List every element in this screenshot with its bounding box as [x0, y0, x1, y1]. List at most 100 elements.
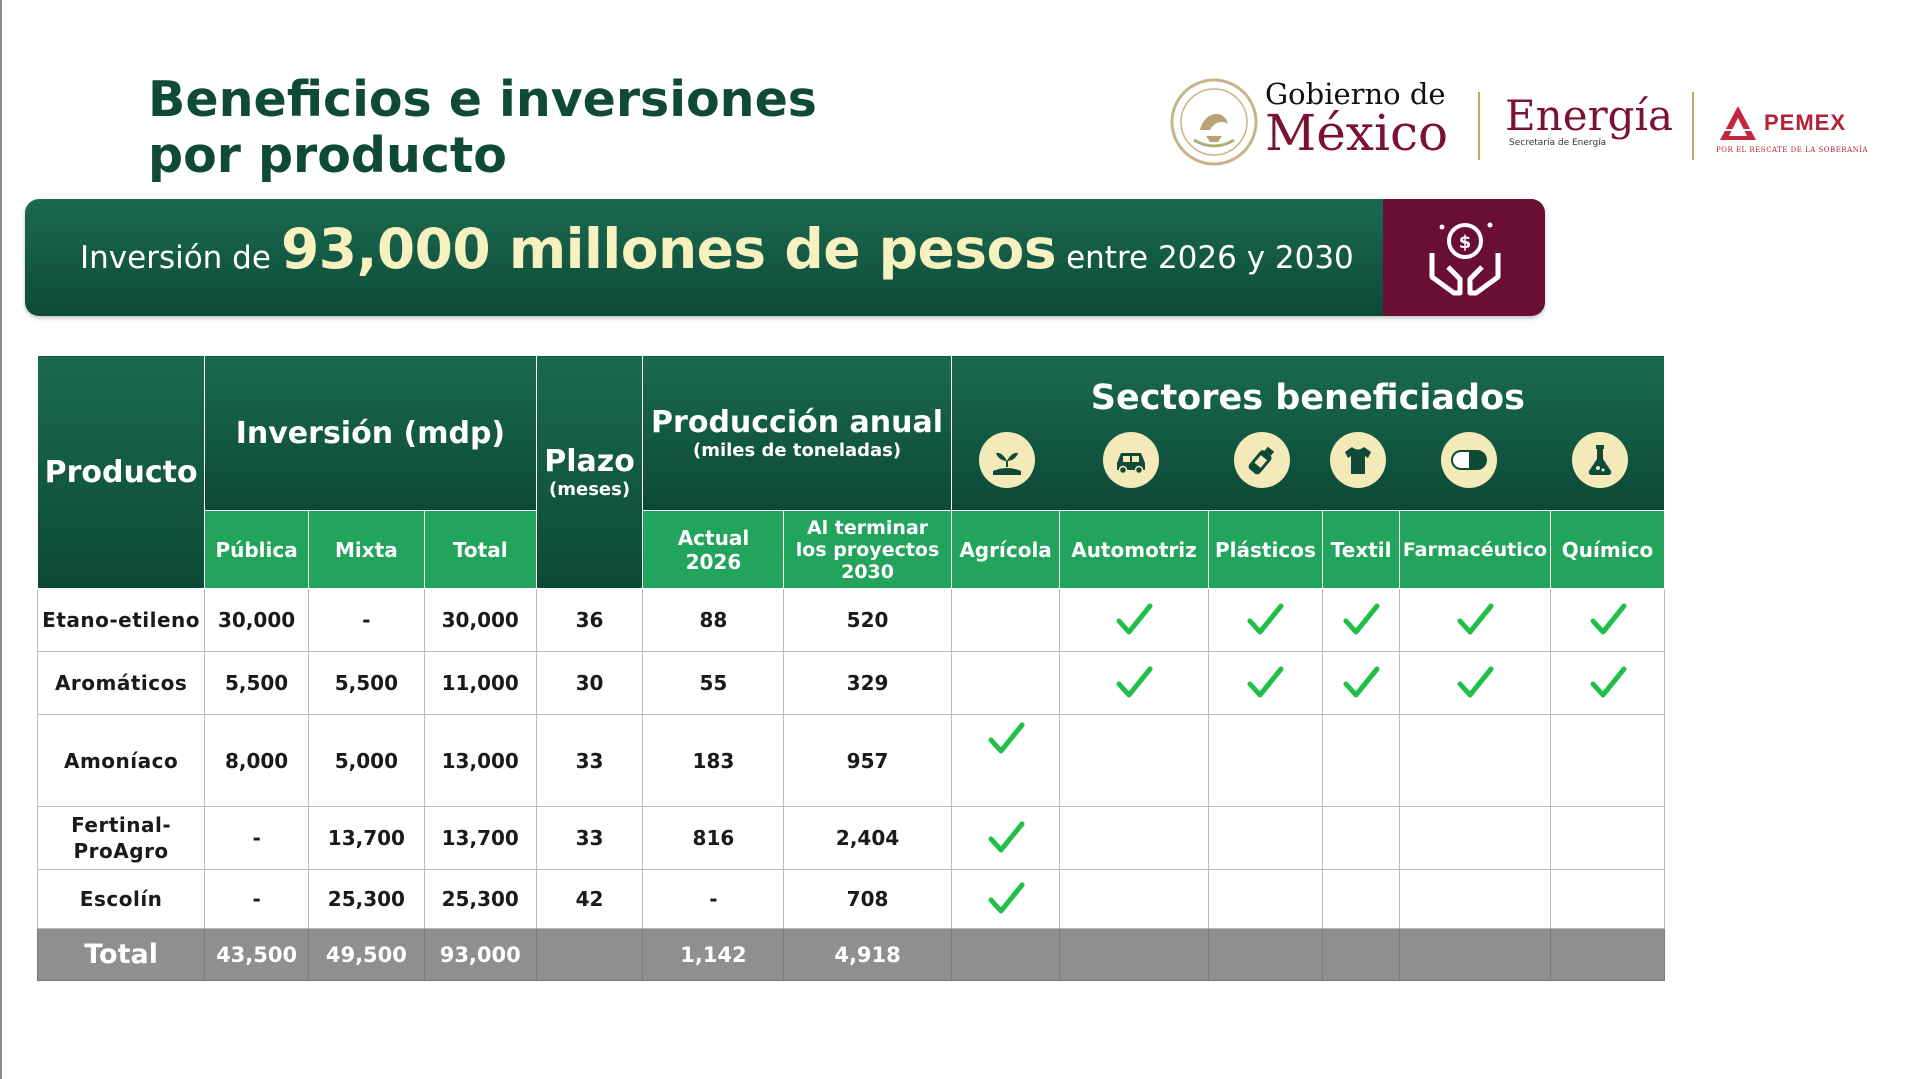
row-terminar: 708: [783, 869, 952, 929]
row-producto: Aromáticos: [36, 651, 206, 715]
energia-logo: Energía Secretaría de Energía: [1505, 94, 1673, 149]
header-terminar-line-2: los proyectos: [795, 538, 940, 561]
header-publica: Pública: [204, 510, 309, 589]
header-plazo-label: Plazo: [544, 444, 635, 479]
header-plasticos: Plásticos: [1207, 510, 1324, 589]
total-label: Total: [36, 928, 206, 981]
header-inversion: Inversión (mdp): [204, 355, 537, 511]
header-produccion-label: Producción anual: [651, 405, 944, 440]
sector-cell: [1207, 806, 1324, 870]
sector-cell: [1059, 651, 1209, 715]
sector-cell: [1398, 806, 1552, 870]
gobierno-de-mexico-logo: Gobierno de México: [1265, 78, 1448, 158]
total-total: 93,000: [423, 928, 537, 981]
total-row: Total 43,500 49,500 93,000 1,142 4,918: [36, 928, 1665, 981]
car-icon: [1102, 432, 1159, 488]
table-row: Fertinal- ProAgro - 13,700 13,700 33 816…: [36, 806, 1665, 870]
row-mixta: 13,700: [307, 806, 425, 870]
sector-cell: [1207, 651, 1324, 715]
total-empty-cell: [1398, 928, 1552, 981]
sector-cell: [1398, 869, 1552, 929]
row-total: 30,000: [423, 588, 537, 652]
row-total: 13,700: [423, 806, 537, 870]
total-publica: 43,500: [204, 928, 309, 981]
sector-cell: [1550, 588, 1665, 652]
row-publica: -: [204, 869, 309, 929]
header-textil: Textil: [1322, 510, 1400, 589]
sector-cell: [1207, 869, 1324, 929]
sector-cell: [950, 651, 1061, 715]
left-edge-rule: [0, 0, 2, 1079]
sector-cell: [1550, 806, 1665, 870]
row-plazo: 36: [535, 588, 644, 652]
row-actual: 55: [642, 651, 785, 715]
header-actual-line-1: Actual: [677, 525, 750, 550]
sector-cell: [1398, 651, 1552, 715]
header-produccion-sub: (miles de toneladas): [692, 440, 902, 461]
row-producto-line-1: Fertinal-: [71, 813, 172, 837]
sector-cell: [1550, 651, 1665, 715]
header-plazo-sub: (meses): [549, 479, 631, 500]
sector-cell: [1322, 651, 1400, 715]
check-icon: [988, 821, 1025, 853]
hands-holding-coin-icon: $: [1429, 222, 1501, 296]
banner-amount: 93,000 millones de pesos: [280, 217, 1057, 281]
total-empty-cell: [950, 928, 1061, 981]
check-icon: [1343, 666, 1380, 698]
total-empty-cell: [1059, 928, 1209, 981]
header-sectores-label: Sectores beneficiados: [1090, 378, 1525, 418]
row-actual: 88: [642, 588, 785, 652]
row-total: 25,300: [423, 869, 537, 929]
row-terminar: 957: [783, 714, 952, 807]
banner-icon-box: $: [1383, 199, 1545, 316]
table-row: Etano-etileno 30,000 - 30,000 36 88 520: [36, 588, 1665, 652]
header-farmaceutico: Farmacéutico: [1398, 510, 1552, 589]
check-icon: [1116, 666, 1153, 698]
table-row: Escolín - 25,300 25,300 42 - 708: [36, 869, 1665, 929]
sector-cell: [950, 714, 1061, 807]
header-automotriz: Automotriz: [1059, 510, 1209, 589]
header-terminar: Al terminar los proyectos 2030: [783, 510, 952, 589]
national-seal-icon: [1170, 78, 1258, 166]
row-total: 11,000: [423, 651, 537, 715]
logos-bar: Gobierno de México Energía Secretaría de…: [1160, 72, 1880, 172]
banner-prefix: Inversión de: [80, 240, 271, 276]
table-row: Aromáticos 5,500 5,500 11,000 30 55 329: [36, 651, 1665, 715]
sector-cell: [1398, 714, 1552, 807]
svg-text:$: $: [1459, 232, 1472, 253]
header-mixta: Mixta: [307, 510, 425, 589]
logo-divider: [1692, 92, 1694, 160]
check-icon: [1457, 666, 1494, 698]
banner-suffix: entre 2026 y 2030: [1066, 240, 1354, 276]
sector-cell: [950, 869, 1061, 929]
banner-text: Inversión de 93,000 millones de pesos entr…: [80, 217, 1354, 281]
row-publica: 5,500: [204, 651, 309, 715]
total-terminar: 4,918: [783, 928, 952, 981]
row-total: 13,000: [423, 714, 537, 807]
row-actual: 183: [642, 714, 785, 807]
header-plazo: Plazo (meses): [535, 355, 644, 589]
total-empty-cell: [1550, 928, 1665, 981]
row-producto: Fertinal- ProAgro: [36, 806, 206, 870]
sector-cell: [1322, 714, 1400, 807]
row-publica: -: [204, 806, 309, 870]
header-sectores: Sectores beneficiados: [950, 355, 1666, 511]
plant-hand-icon: [978, 432, 1035, 488]
sector-cell: [1059, 588, 1209, 652]
sector-icons-row: [952, 432, 1664, 494]
row-publica: 30,000: [204, 588, 309, 652]
check-icon: [1590, 666, 1626, 698]
sector-cell: [1059, 806, 1209, 870]
total-plazo: [535, 928, 644, 981]
check-icon: [1590, 603, 1626, 635]
row-mixta: -: [307, 588, 425, 652]
check-icon: [1457, 603, 1494, 635]
capsule-icon: [1440, 432, 1497, 488]
pemex-label: PEMEX: [1764, 110, 1847, 135]
logo-divider: [1478, 92, 1480, 160]
sector-cell: [950, 806, 1061, 870]
total-mixta: 49,500: [307, 928, 425, 981]
header-agricola: Agrícola: [950, 510, 1061, 589]
row-terminar: 2,404: [783, 806, 952, 870]
row-producto: Amoníaco: [36, 714, 206, 807]
